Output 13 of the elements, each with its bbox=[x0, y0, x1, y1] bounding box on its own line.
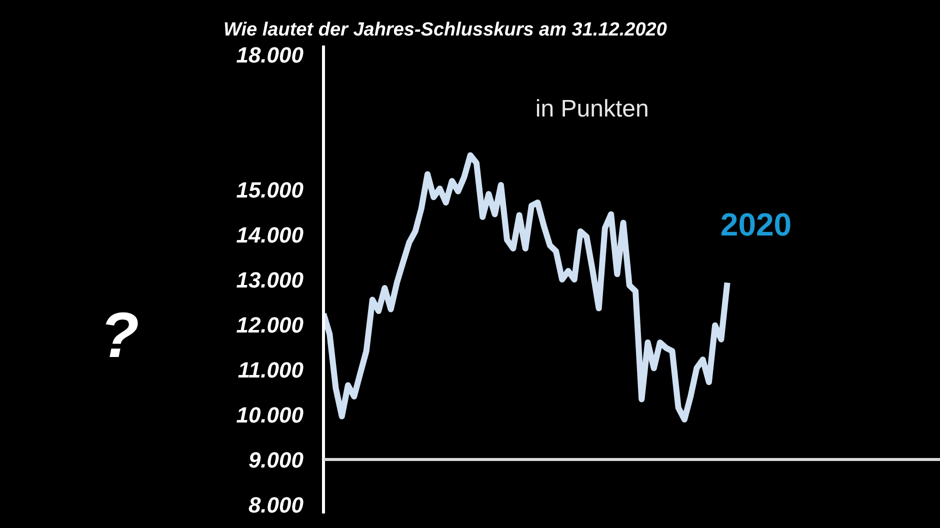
annotation: in Punkten bbox=[535, 96, 649, 123]
y-tick-label: 10.000 bbox=[236, 402, 304, 428]
y-tick-label: 15.000 bbox=[236, 178, 304, 202]
annotation: 2020 bbox=[720, 206, 792, 243]
y-tick-label: 14.000 bbox=[236, 222, 304, 248]
y-tick-label: 12.000 bbox=[236, 312, 304, 338]
y-tick-label: 18.000 bbox=[236, 42, 304, 68]
chart-title: Wie lautet der Jahres-Schlusskurs am 31.12.2020 bbox=[224, 20, 668, 40]
y-tick-label: 13.000 bbox=[236, 268, 304, 292]
y-tick-label: 9.000 bbox=[248, 448, 304, 472]
y-tick-label: 8.000 bbox=[248, 492, 304, 518]
text: ? bbox=[100, 298, 140, 373]
y-tick-label: 11.000 bbox=[238, 358, 304, 382]
